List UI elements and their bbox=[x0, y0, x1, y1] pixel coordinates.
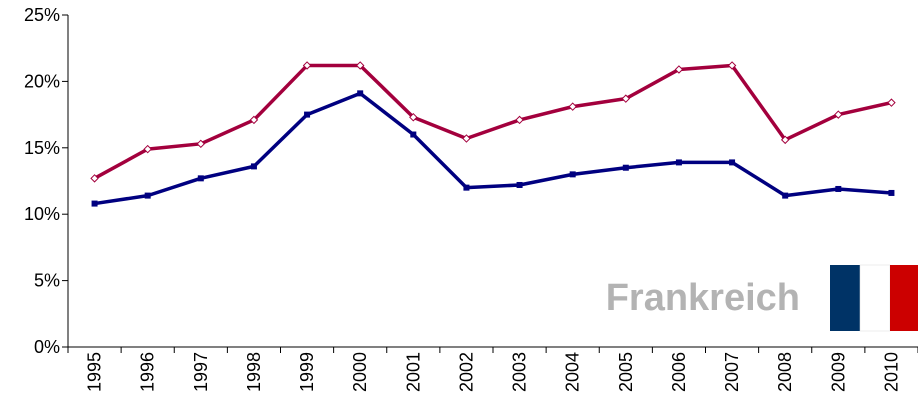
marker bbox=[780, 135, 790, 145]
x-tick-label: 2010 bbox=[881, 352, 901, 392]
line bbox=[94, 91, 892, 206]
marker bbox=[675, 159, 682, 166]
marker bbox=[90, 174, 99, 183]
marker bbox=[410, 131, 417, 138]
marker bbox=[727, 61, 737, 70]
x-tick-label: 2008 bbox=[775, 352, 795, 392]
x-tick-label: 1999 bbox=[297, 352, 317, 392]
marker bbox=[887, 98, 896, 107]
x-tick-label: 2004 bbox=[563, 352, 583, 392]
y-tick-label: 25% bbox=[24, 5, 60, 25]
x-tick-label: 1997 bbox=[191, 352, 211, 392]
marker bbox=[302, 61, 312, 70]
marker bbox=[144, 192, 151, 199]
marker bbox=[355, 61, 365, 70]
x-tick-label: 2002 bbox=[456, 352, 476, 392]
marker bbox=[357, 90, 364, 97]
marker bbox=[409, 113, 418, 122]
marker bbox=[143, 144, 152, 154]
x-tick-label: 2003 bbox=[510, 352, 530, 392]
marker bbox=[463, 184, 470, 191]
marker bbox=[888, 189, 895, 196]
y-tick-label: 20% bbox=[24, 71, 60, 91]
flag-white bbox=[859, 264, 891, 332]
x-tick-label: 2005 bbox=[616, 352, 636, 392]
marker bbox=[835, 185, 842, 192]
marker bbox=[729, 159, 736, 166]
x-tick-label: 2000 bbox=[350, 352, 370, 392]
x-tick-label: 2009 bbox=[828, 352, 848, 392]
marker bbox=[304, 111, 311, 118]
marker bbox=[196, 139, 206, 149]
annotation: Frankreich bbox=[606, 277, 800, 319]
y-tick-label: 10% bbox=[24, 204, 60, 224]
x-tick-label: 2006 bbox=[669, 352, 689, 392]
x-tick-label: 1995 bbox=[85, 352, 105, 392]
marker bbox=[569, 171, 576, 178]
x-tick-label: 2001 bbox=[403, 352, 423, 392]
marker bbox=[834, 110, 843, 119]
marker bbox=[91, 200, 98, 207]
flag-blue bbox=[830, 265, 860, 331]
marker bbox=[674, 65, 684, 74]
marker bbox=[249, 115, 259, 125]
marker bbox=[622, 164, 629, 171]
line bbox=[93, 63, 892, 180]
marker bbox=[568, 102, 577, 111]
y-tick-label: 0% bbox=[34, 337, 60, 357]
flag-red bbox=[890, 265, 918, 331]
y-tick-label: 5% bbox=[34, 271, 60, 291]
x-tick-label: 1996 bbox=[138, 352, 158, 392]
x-tick-label: 2007 bbox=[722, 352, 742, 392]
marker bbox=[197, 175, 204, 182]
marker bbox=[782, 192, 789, 199]
y-tick-label: 15% bbox=[24, 138, 60, 158]
marker bbox=[515, 115, 524, 125]
marker bbox=[621, 94, 631, 103]
x-tick-label: 1998 bbox=[244, 352, 264, 392]
marker bbox=[462, 134, 471, 143]
marker bbox=[250, 163, 257, 170]
marker bbox=[516, 181, 523, 188]
